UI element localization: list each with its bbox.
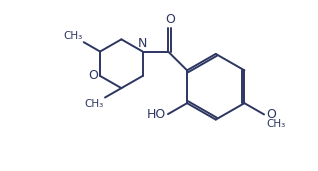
Text: O: O xyxy=(165,13,175,26)
Text: HO: HO xyxy=(147,108,166,121)
Text: CH₃: CH₃ xyxy=(84,99,103,109)
Text: O: O xyxy=(266,108,276,121)
Text: O: O xyxy=(89,69,99,82)
Text: CH₃: CH₃ xyxy=(63,31,82,41)
Text: CH₃: CH₃ xyxy=(266,119,286,129)
Text: N: N xyxy=(138,37,147,50)
